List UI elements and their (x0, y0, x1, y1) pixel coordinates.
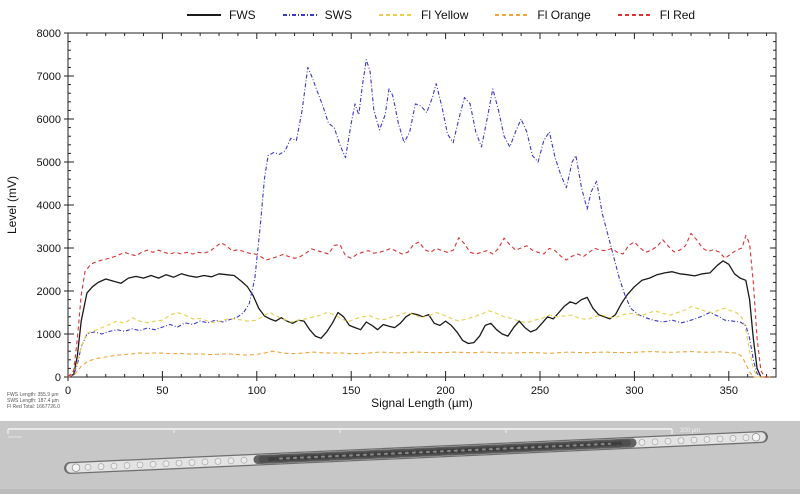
x-tick-label: 100 (248, 385, 266, 397)
pulse-chart-canvas: 0 50 100 150 200 250 300 350 0 1000 2000 3000 4000 50… (5, 28, 777, 410)
x-tick-label: 200 (436, 385, 454, 397)
fl-yellow-line-icon (379, 14, 414, 16)
image-edge-shade (0, 489, 800, 494)
plot-border (67, 32, 777, 378)
y-tick-label: 7000 (37, 71, 61, 83)
legend-label-fl-red: Fl Red (659, 8, 696, 22)
legend-item-fl-yellow: Fl Yellow (378, 8, 468, 22)
legend-item-fl-orange: Fl Orange (494, 8, 591, 22)
fws-line-icon (187, 14, 221, 16)
y-tick-label: 3000 (37, 243, 61, 255)
diatom-cell (64, 431, 768, 474)
legend-item-sws: SWS (282, 8, 352, 22)
legend-item-fl-red: Fl Red (617, 8, 695, 22)
y-axis-label: Level (mV) (5, 176, 19, 234)
series-fl-yellow (67, 305, 771, 378)
x-tick-label: 150 (342, 385, 360, 397)
legend-label-sws: SWS (324, 8, 353, 22)
ruler-caption-mark (8, 436, 22, 438)
axes: 0 50 100 150 200 250 300 350 0 1000 2000 3000 4000 50… (37, 28, 777, 397)
series-sws (67, 59, 771, 378)
x-tick-label: 50 (156, 385, 168, 397)
x-axis-label: Signal Length (µm) (371, 396, 473, 410)
series-fws (67, 260, 771, 378)
microscopy-canvas: 300 µm (0, 421, 800, 494)
signal-series (67, 59, 771, 378)
scale-ruler: 300 µm (7, 428, 700, 438)
sws-length-text: SWS Length: 187.4 µm (7, 398, 59, 404)
y-tick-label: 8000 (37, 28, 61, 40)
legend-label-fl-orange: Fl Orange (537, 8, 591, 22)
legend-item-fws: FWS (186, 8, 256, 22)
sws-line-icon (282, 14, 317, 16)
chart-legend: FWS SWS Fl Yellow Fl Orange Fl Red (0, 4, 800, 26)
fws-length-text: FWS Length: 355.9 µm (7, 392, 59, 398)
y-tick-label: 1000 (37, 329, 61, 341)
pulse-chart: 0 50 100 150 200 250 300 350 0 1000 2000 3000 4000 50… (0, 26, 800, 421)
fl-red-line-icon (617, 14, 652, 16)
microscopy-image: 300 µm (0, 421, 800, 494)
y-tick-label: 6000 (37, 114, 61, 126)
x-tick-label: 0 (65, 385, 71, 397)
x-tick-label: 250 (531, 385, 549, 397)
legend-label-fl-yellow: Fl Yellow (421, 8, 469, 22)
y-tick-label: 0 (55, 372, 61, 384)
x-tick-label: 300 (625, 385, 643, 397)
y-tick-label: 4000 (37, 200, 61, 212)
y-tick-label: 5000 (37, 157, 61, 169)
x-tick-label: 350 (720, 385, 738, 397)
series-fl-red (67, 232, 771, 378)
series-fl-orange (67, 350, 771, 378)
y-tick-label: 2000 (37, 286, 61, 298)
scale-ruler-label: 300 µm (680, 428, 700, 434)
legend-label-fws: FWS (229, 8, 256, 22)
signal-summary: FWS Length: 355.9 µm SWS Length: 187.4 µ… (7, 392, 60, 410)
fl-red-total-text: Fl Red Total: 1667726.0 (7, 404, 61, 410)
fl-orange-line-icon (495, 14, 530, 16)
